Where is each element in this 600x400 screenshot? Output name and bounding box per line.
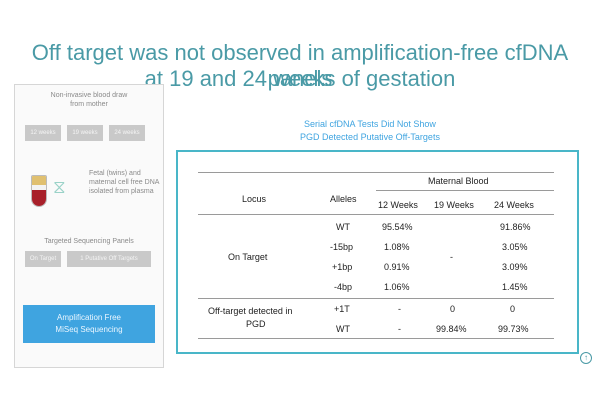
dna-text: Fetal (twins) and maternal cell free DNA… <box>89 169 161 196</box>
table-top-rule <box>198 172 554 173</box>
cell-plus1t-12: - <box>398 304 401 314</box>
cell-off-wt-12: - <box>398 324 401 334</box>
arrow-up-icon[interactable]: ↑ <box>580 352 592 364</box>
dna-helix-icon: ⧖ <box>53 177 66 198</box>
week-box-19: 19 weeks <box>67 125 103 141</box>
header-24-weeks: 24 Weeks <box>494 200 534 210</box>
header-19-weeks: 19 Weeks <box>434 200 474 210</box>
week-boxes-row: 12 weeks 19 weeks 24 weeks <box>25 125 145 141</box>
cell-plus1t-24: 0 <box>510 304 515 314</box>
table-subtitle-line-2: PGD Detected Putative Off-Targets <box>180 131 560 143</box>
cell-on-target-19: - <box>450 252 453 262</box>
table-mid-rule <box>198 298 554 299</box>
workflow-panel: Non-invasive blood draw from mother 12 w… <box>14 84 164 368</box>
plasma-layer <box>32 176 46 185</box>
panel-box-off-target: 1 Putative Off Targets <box>67 251 151 267</box>
allele-minus15bp: -15bp <box>330 242 353 252</box>
cell-minus4bp-12: 1.06% <box>384 282 410 292</box>
blood-tube-icon <box>31 175 47 207</box>
amplification-box: Amplification Free MiSeq Sequencing <box>23 305 155 343</box>
header-alleles: Alleles <box>330 194 357 204</box>
blood-layer <box>32 190 46 207</box>
table-bottom-rule <box>198 338 554 339</box>
on-target-label: On Target <box>228 252 267 262</box>
allele-off-wt: WT <box>336 324 350 334</box>
header-locus: Locus <box>242 194 266 204</box>
allele-minus4bp: -4bp <box>334 282 352 292</box>
off-target-label-line-2: PGD <box>246 319 266 329</box>
header-divider <box>376 190 554 191</box>
allele-plus1t: +1T <box>334 304 350 314</box>
week-box-12: 12 weeks <box>25 125 61 141</box>
week-box-24: 24 weeks <box>109 125 145 141</box>
panel-boxes-row: On Target 1 Putative Off Targets <box>25 251 151 267</box>
table-header-rule <box>198 214 554 215</box>
cell-wt-12: 95.54% <box>382 222 413 232</box>
amplification-label: Amplification Free MiSeq Sequencing <box>23 312 155 336</box>
header-maternal-blood: Maternal Blood <box>428 176 489 186</box>
off-target-label-line-1: Off-target detected in <box>208 306 292 316</box>
cell-off-wt-19: 99.84% <box>436 324 467 334</box>
cell-minus4bp-24: 1.45% <box>502 282 528 292</box>
header-12-weeks: 12 Weeks <box>378 200 418 210</box>
cell-plus1bp-12: 0.91% <box>384 262 410 272</box>
results-table: Locus Alleles Maternal Blood 12 Weeks 19… <box>176 150 579 354</box>
cell-off-wt-24: 99.73% <box>498 324 529 334</box>
cell-plus1bp-24: 3.09% <box>502 262 528 272</box>
allele-wt: WT <box>336 222 350 232</box>
allele-plus1bp: +1bp <box>332 262 352 272</box>
cell-wt-24: 91.86% <box>500 222 531 232</box>
cell-plus1t-19: 0 <box>450 304 455 314</box>
table-subtitle-line-1: Serial cfDNA Tests Did Not Show <box>180 118 560 130</box>
blood-draw-text: Non-invasive blood draw from mother <box>15 91 163 109</box>
panel-box-on-target: On Target <box>25 251 61 267</box>
sequencing-label: Targeted Sequencing Panels <box>15 237 163 246</box>
cell-minus15bp-24: 3.05% <box>502 242 528 252</box>
cell-minus15bp-12: 1.08% <box>384 242 410 252</box>
